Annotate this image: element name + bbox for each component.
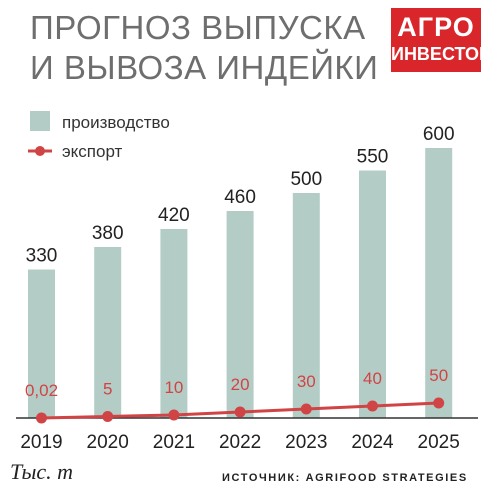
x-tick-label-2023: 2023 — [285, 432, 327, 453]
x-tick-label-2020: 2020 — [87, 432, 129, 453]
bar-value-label-2021: 420 — [158, 205, 190, 226]
bar-value-label-2020: 380 — [92, 223, 124, 244]
x-tick-label-2024: 2024 — [351, 432, 394, 453]
logo-line-2: ИНВЕСТОР — [391, 44, 492, 64]
legend-marker-export — [35, 146, 45, 156]
export-value-label-2022: 20 — [231, 375, 250, 394]
bar-value-label-2019: 330 — [26, 246, 58, 267]
export-value-label-2019: 0,02 — [25, 381, 58, 400]
legend-label-export: экспорт — [62, 142, 123, 161]
export-value-label-2025: 50 — [429, 366, 448, 385]
logo-line-1: АГРО — [397, 12, 475, 42]
chart-title: ПРОГНОЗ ВЫПУСКА И ВЫВОЗА ИНДЕЙКИ — [30, 8, 378, 88]
export-value-label-2020: 5 — [103, 380, 112, 399]
export-point-2024 — [367, 400, 378, 412]
bar-2024 — [359, 170, 386, 418]
chart-title-line-2: И ВЫВОЗА ИНДЕЙКИ — [30, 49, 379, 86]
bar-2023 — [292, 193, 320, 418]
production-bars — [28, 148, 453, 418]
agroinvestor-logo: АГРО ИНВЕСТОР — [391, 8, 492, 72]
bar-2019 — [28, 269, 55, 418]
export-point-2020 — [102, 411, 114, 422]
bar-value-label-2024: 550 — [357, 147, 389, 168]
bar-value-label-2023: 500 — [290, 169, 322, 190]
bar-2021 — [160, 229, 188, 418]
export-line-layer — [36, 397, 445, 424]
x-tick-label-2022: 2022 — [219, 432, 261, 453]
export-point-2023 — [300, 403, 312, 415]
source-label: ИСТОЧНИК: AGRIFOOD STRATEGIES — [222, 472, 468, 484]
export-value-label-2023: 30 — [297, 372, 316, 391]
unit-label: Тыс. т — [10, 459, 73, 484]
export-point-2025 — [433, 397, 445, 409]
legend-swatch-production — [30, 111, 50, 131]
chart-title-line-1: ПРОГНОЗ ВЫПУСКА — [30, 9, 366, 46]
bar-2022 — [226, 211, 254, 418]
chart-labels: 330 2019 0,02 380 2020 5 420 2021 10 460 2022 20 500… — [20, 124, 459, 453]
bar-2020 — [94, 247, 122, 418]
legend-label-production: производство — [62, 113, 170, 132]
export-point-2021 — [168, 409, 180, 421]
export-point-2019 — [36, 412, 47, 424]
bar-value-label-2025: 600 — [423, 124, 455, 145]
x-tick-label-2019: 2019 — [20, 432, 62, 453]
export-value-label-2021: 10 — [164, 378, 183, 397]
x-tick-label-2021: 2021 — [153, 432, 195, 453]
bar-2025 — [425, 148, 453, 418]
x-tick-label-2025: 2025 — [418, 432, 460, 453]
export-value-label-2024: 40 — [363, 369, 382, 388]
bar-value-label-2022: 460 — [224, 187, 256, 208]
export-point-2022 — [234, 406, 246, 418]
chart-legend: производство экспорт — [28, 111, 170, 161]
